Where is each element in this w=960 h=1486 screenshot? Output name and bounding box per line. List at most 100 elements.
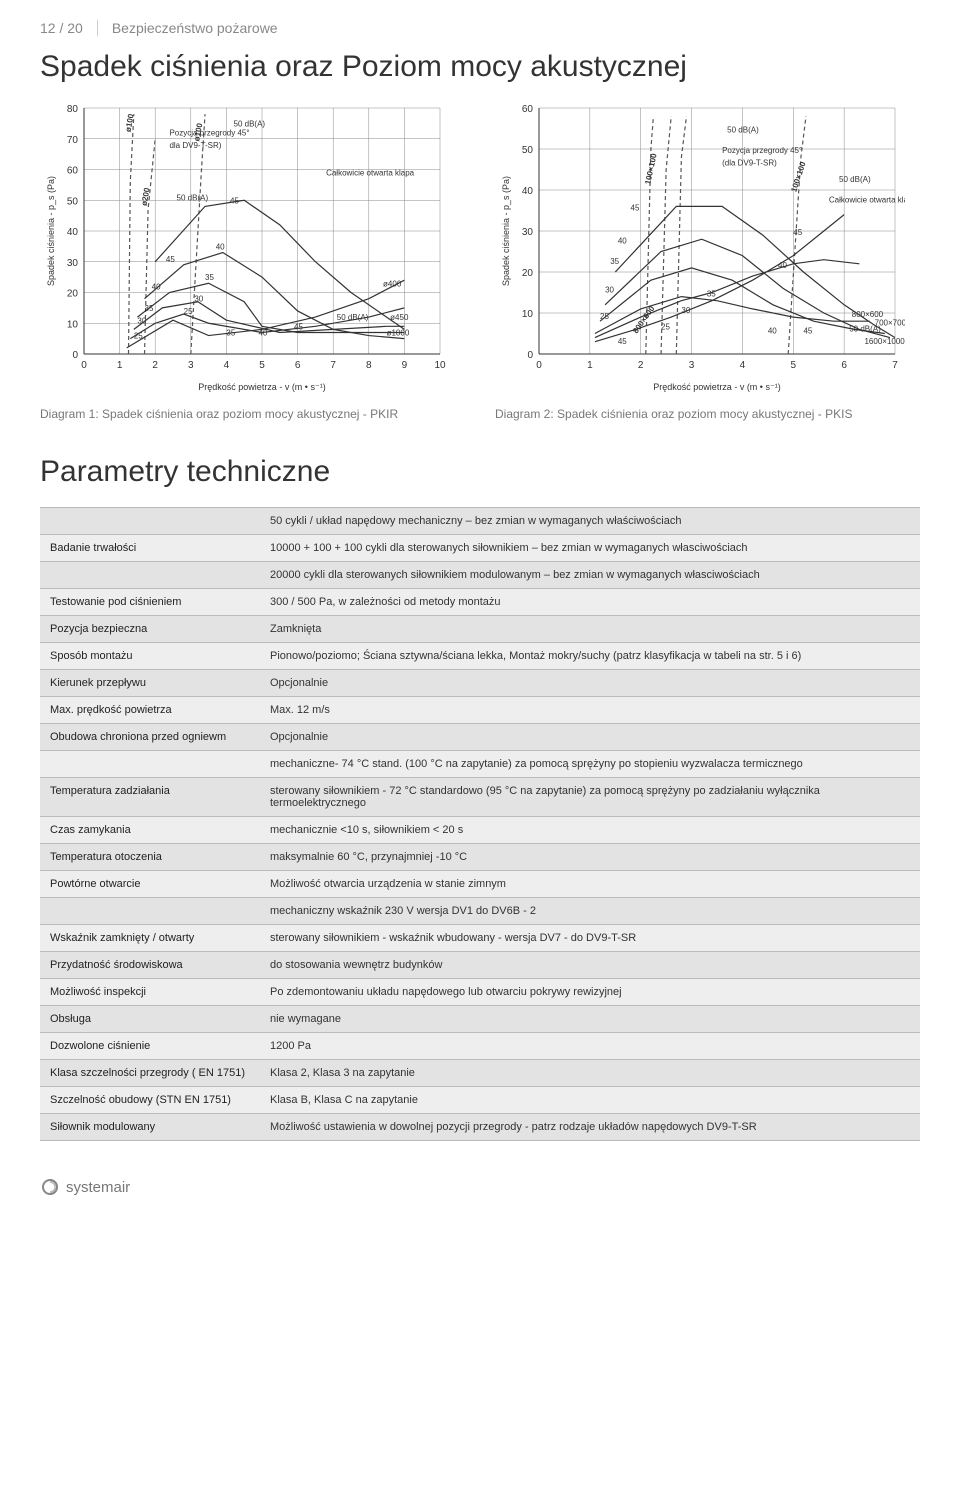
svg-text:30: 30 [194, 295, 203, 304]
param-label: Sposób montażu [40, 643, 260, 670]
table-row: Możliwość inspekcjiPo zdemontowaniu ukła… [40, 979, 920, 1006]
param-label: Możliwość inspekcji [40, 979, 260, 1006]
svg-text:50: 50 [522, 145, 534, 156]
svg-text:40: 40 [618, 236, 627, 245]
param-value: 20000 cykli dla sterowanych siłownikiem … [260, 562, 920, 589]
svg-text:50 dB(A): 50 dB(A) [177, 193, 209, 202]
svg-text:Całkowicie otwarta klapa: Całkowicie otwarta klapa [829, 195, 905, 204]
parameters-table: 50 cykli / układ napędowy mechaniczny – … [40, 507, 920, 1141]
svg-text:3: 3 [689, 360, 695, 371]
param-value: nie wymagane [260, 1006, 920, 1033]
charts-row: 01234567891001020304050607080Pozycja prz… [40, 98, 920, 421]
svg-text:0: 0 [527, 350, 533, 361]
param-value: Pionowo/poziomo; Ściana sztywna/ściana l… [260, 643, 920, 670]
svg-text:25: 25 [134, 332, 143, 341]
svg-text:60: 60 [67, 166, 79, 177]
table-row: Max. prędkość powietrzaMax. 12 m/s [40, 697, 920, 724]
table-row: Obudowa chroniona przed ogniewmOpcjonaln… [40, 724, 920, 751]
param-value: Po zdemontowaniu układu napędowego lub o… [260, 979, 920, 1006]
param-value: mechaniczne- 74 °C stand. (100 °C na zap… [260, 751, 920, 778]
svg-text:(dla DV9-T-SR): (dla DV9-T-SR) [722, 158, 777, 167]
chart2-caption: Diagram 2: Spadek ciśnienia oraz poziom … [495, 407, 920, 421]
page-header: 12 / 20 Bezpieczeństwo pożarowe [40, 20, 920, 36]
svg-text:45: 45 [294, 322, 303, 331]
page-number: 12 / 20 [40, 20, 83, 36]
svg-text:Pozycja przegrody 45°: Pozycja przegrody 45° [722, 146, 802, 155]
svg-text:40: 40 [258, 329, 267, 338]
table-row: Siłownik modulowanyMożliwość ustawienia … [40, 1114, 920, 1141]
svg-text:70: 70 [67, 135, 79, 146]
param-label: Testowanie pod ciśnieniem [40, 589, 260, 616]
svg-text:50 dB(A): 50 dB(A) [234, 119, 266, 128]
param-value: mechanicznie <10 s, siłownikiem < 20 s [260, 817, 920, 844]
svg-text:40: 40 [778, 261, 787, 270]
svg-text:Całkowicie otwarta klapa: Całkowicie otwarta klapa [326, 169, 415, 178]
table-row: Testowanie pod ciśnieniem300 / 500 Pa, w… [40, 589, 920, 616]
param-value: Możliwość ustawienia w dowolnej pozycji … [260, 1114, 920, 1141]
svg-text:dla DV9-T-SR): dla DV9-T-SR) [169, 141, 221, 150]
table-row: Czas zamykaniamechanicznie <10 s, siłown… [40, 817, 920, 844]
svg-text:45: 45 [793, 228, 802, 237]
svg-text:Prędkość powietrza - v (m • s⁻: Prędkość powietrza - v (m • s⁻¹) [198, 382, 325, 392]
param-label: Temperatura zadziałania [40, 778, 260, 817]
table-row: Badanie trwałości10000 + 100 + 100 cykli… [40, 535, 920, 562]
svg-text:50 dB(A): 50 dB(A) [727, 126, 759, 135]
param-label: Powtórne otwarcie [40, 871, 260, 898]
svg-text:30: 30 [605, 286, 614, 295]
svg-text:2: 2 [638, 360, 644, 371]
svg-text:10: 10 [434, 360, 446, 371]
svg-text:4: 4 [740, 360, 746, 371]
svg-text:45: 45 [618, 337, 627, 346]
footer-logo: systemair [40, 1177, 920, 1197]
param-label: Wskaźnik zamknięty / otwarty [40, 925, 260, 952]
svg-text:35: 35 [205, 273, 214, 282]
param-value: do stosowania wewnętrz budynków [260, 952, 920, 979]
svg-text:1: 1 [117, 360, 123, 371]
table-row: mechaniczne- 74 °C stand. (100 °C na zap… [40, 751, 920, 778]
svg-text:30: 30 [137, 316, 146, 325]
svg-text:50: 50 [67, 196, 79, 207]
svg-text:ø400: ø400 [383, 279, 402, 288]
svg-text:0: 0 [536, 360, 542, 371]
svg-text:10: 10 [67, 319, 79, 330]
svg-text:0: 0 [72, 350, 78, 361]
svg-text:5: 5 [259, 360, 265, 371]
param-label: Siłownik modulowany [40, 1114, 260, 1141]
footer-brand: systemair [66, 1179, 130, 1196]
table-row: Sposób montażuPionowo/poziomo; Ściana sz… [40, 643, 920, 670]
param-label: Czas zamykania [40, 817, 260, 844]
table-row: 20000 cykli dla sterowanych siłownikiem … [40, 562, 920, 589]
svg-text:35: 35 [610, 257, 619, 266]
svg-text:2: 2 [152, 360, 158, 371]
svg-text:ø1000: ø1000 [387, 329, 410, 338]
param-value: mechaniczny wskaźnik 230 V wersja DV1 do… [260, 898, 920, 925]
svg-text:40: 40 [67, 227, 79, 238]
svg-text:45: 45 [166, 255, 175, 264]
svg-text:9: 9 [402, 360, 408, 371]
svg-text:60: 60 [522, 104, 534, 115]
svg-text:8: 8 [366, 360, 372, 371]
svg-text:20: 20 [67, 289, 79, 300]
svg-text:1600×1000: 1600×1000 [864, 337, 905, 346]
param-label: Max. prędkość powietrza [40, 697, 260, 724]
param-value: 50 cykli / układ napędowy mechaniczny – … [260, 508, 920, 535]
svg-text:40: 40 [768, 327, 777, 336]
svg-text:35: 35 [145, 304, 154, 313]
svg-text:5: 5 [791, 360, 797, 371]
table-row: Powtórne otwarcieMożliwość otwarcia urzą… [40, 871, 920, 898]
svg-text:Spadek ciśnienia - p_s (Pa): Spadek ciśnienia - p_s (Pa) [46, 176, 56, 286]
param-label: Obsługa [40, 1006, 260, 1033]
param-value: sterowany siłownikiem - 72 °C standardow… [260, 778, 920, 817]
param-label: Dozwolone ciśnienie [40, 1033, 260, 1060]
svg-text:35: 35 [226, 329, 235, 338]
param-label: Klasa szczelności przegrody ( EN 1751) [40, 1060, 260, 1087]
param-value: sterowany siłownikiem - wskaźnik wbudowa… [260, 925, 920, 952]
svg-text:50 dB(A): 50 dB(A) [337, 313, 369, 322]
svg-text:50 dB(A): 50 dB(A) [839, 175, 871, 184]
param-value: Opcjonalnie [260, 670, 920, 697]
table-row: Pozycja bezpiecznaZamknięta [40, 616, 920, 643]
svg-text:20: 20 [522, 268, 534, 279]
param-value: Zamknięta [260, 616, 920, 643]
param-label: Temperatura otoczenia [40, 844, 260, 871]
chart2-container: 01234567010203040506050 dB(A)Pozycja prz… [495, 98, 920, 421]
